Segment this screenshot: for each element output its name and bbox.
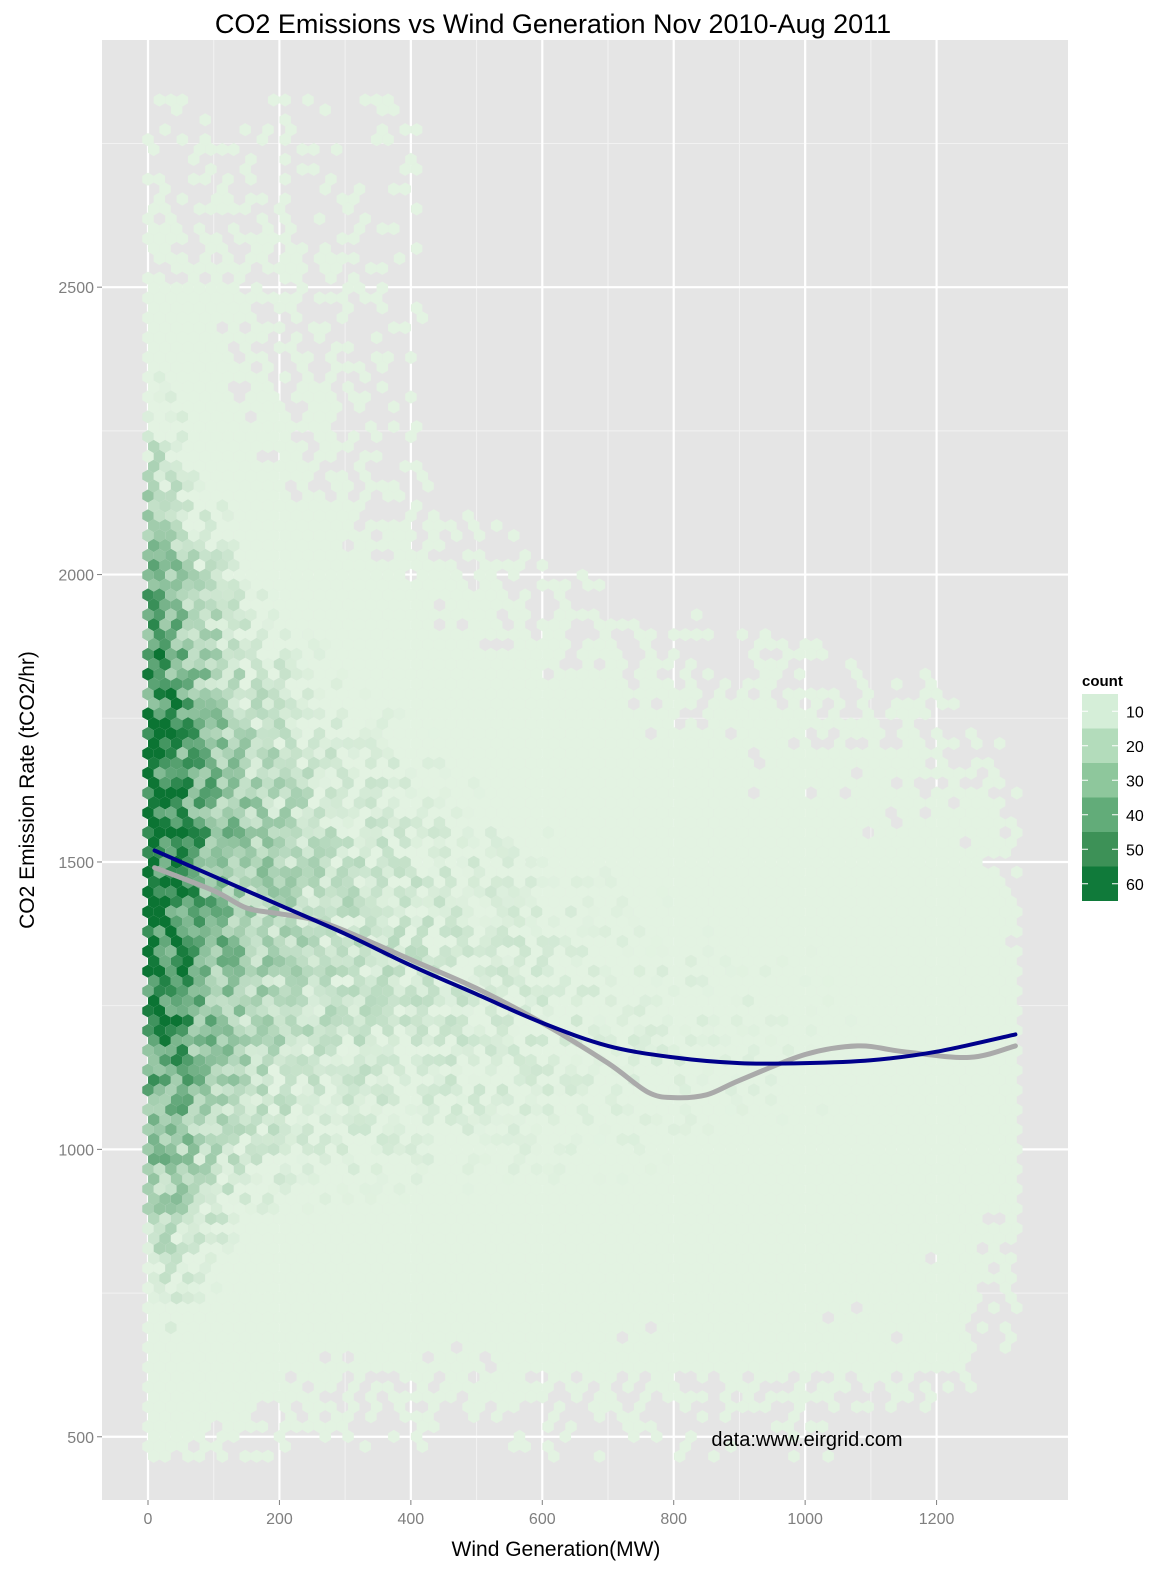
hexbin-chart: 0200400600800100012005001000150020002500…: [0, 0, 1152, 1564]
chart-container: 0200400600800100012005001000150020002500…: [0, 0, 1152, 1564]
